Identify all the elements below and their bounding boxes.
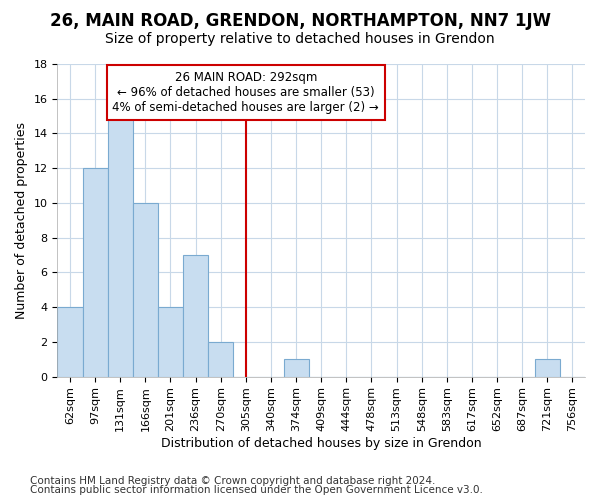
Text: Contains public sector information licensed under the Open Government Licence v3: Contains public sector information licen… xyxy=(30,485,483,495)
Bar xyxy=(133,203,158,376)
Y-axis label: Number of detached properties: Number of detached properties xyxy=(15,122,28,319)
Text: Size of property relative to detached houses in Grendon: Size of property relative to detached ho… xyxy=(105,32,495,46)
Bar xyxy=(158,307,183,376)
Bar xyxy=(183,255,208,376)
Text: 26 MAIN ROAD: 292sqm
← 96% of detached houses are smaller (53)
4% of semi-detach: 26 MAIN ROAD: 292sqm ← 96% of detached h… xyxy=(112,71,379,114)
Bar xyxy=(83,168,107,376)
Bar xyxy=(284,359,308,376)
Text: 26, MAIN ROAD, GRENDON, NORTHAMPTON, NN7 1JW: 26, MAIN ROAD, GRENDON, NORTHAMPTON, NN7… xyxy=(49,12,551,30)
Bar xyxy=(107,116,133,376)
Bar xyxy=(208,342,233,376)
Bar xyxy=(58,307,83,376)
Bar xyxy=(535,359,560,376)
X-axis label: Distribution of detached houses by size in Grendon: Distribution of detached houses by size … xyxy=(161,437,482,450)
Text: Contains HM Land Registry data © Crown copyright and database right 2024.: Contains HM Land Registry data © Crown c… xyxy=(30,476,436,486)
